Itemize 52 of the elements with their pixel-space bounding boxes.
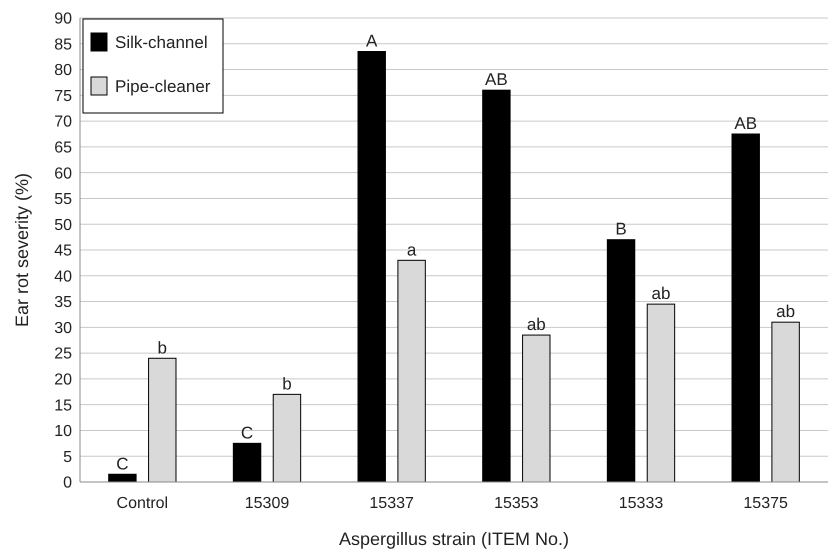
x-tick-label: 15333 xyxy=(618,495,664,512)
data-label: C xyxy=(116,454,129,474)
bar xyxy=(148,358,176,482)
data-label: A xyxy=(366,32,378,51)
x-tick-label: 15353 xyxy=(494,495,539,512)
y-tick-label: 75 xyxy=(54,88,72,105)
x-tick-label: Control xyxy=(116,495,168,512)
y-tick-label: 65 xyxy=(54,139,72,156)
data-label: C xyxy=(240,423,254,442)
y-tick-label: 60 xyxy=(54,165,72,182)
bar xyxy=(771,322,800,482)
data-label: AB xyxy=(734,114,758,133)
bar xyxy=(397,260,426,482)
y-tick-label: 45 xyxy=(54,242,72,260)
y-tick-label: 5 xyxy=(63,448,72,466)
x-axis-title: Aspergillus strain (ITEM No.) xyxy=(338,529,570,549)
x-tick-label: 15309 xyxy=(244,495,290,512)
bar xyxy=(646,304,676,482)
x-tick-label: 15375 xyxy=(743,495,788,512)
y-axis-title: Ear rot severity (%) xyxy=(12,172,32,328)
y-tick-label: 40 xyxy=(54,268,72,286)
y-tick-label: 90 xyxy=(54,10,72,28)
y-tick-label: 70 xyxy=(54,114,72,131)
data-label: ab xyxy=(651,284,670,304)
y-tick-label: 15 xyxy=(54,397,72,414)
y-tick-label: 0 xyxy=(63,474,72,492)
data-label: ab xyxy=(776,302,796,322)
y-tick-label: 55 xyxy=(54,191,72,208)
y-tick-label: 20 xyxy=(54,371,72,388)
data-label: ab xyxy=(526,315,546,334)
bar xyxy=(606,239,636,482)
data-label: a xyxy=(406,240,417,260)
data-label: B xyxy=(615,220,627,239)
data-label: b xyxy=(158,338,168,358)
legend-label: Pipe-cleaner xyxy=(115,76,211,96)
y-tick-label: 30 xyxy=(54,320,72,337)
bar xyxy=(522,334,550,482)
y-tick-label: 25 xyxy=(54,346,72,363)
y-tick-label: 80 xyxy=(54,62,72,80)
bar xyxy=(272,394,302,482)
y-tick-label: 85 xyxy=(54,36,72,54)
bar xyxy=(232,442,262,482)
data-label: b xyxy=(282,374,292,394)
bar xyxy=(482,90,511,482)
y-tick-label: 35 xyxy=(54,294,72,312)
x-tick-label: 15337 xyxy=(369,495,414,512)
y-tick-label: 10 xyxy=(54,423,72,440)
legend-label: Silk-channel xyxy=(115,32,208,52)
bar xyxy=(732,134,760,482)
bar xyxy=(358,51,386,482)
data-label: AB xyxy=(485,70,508,90)
y-tick-label: 50 xyxy=(54,216,72,234)
